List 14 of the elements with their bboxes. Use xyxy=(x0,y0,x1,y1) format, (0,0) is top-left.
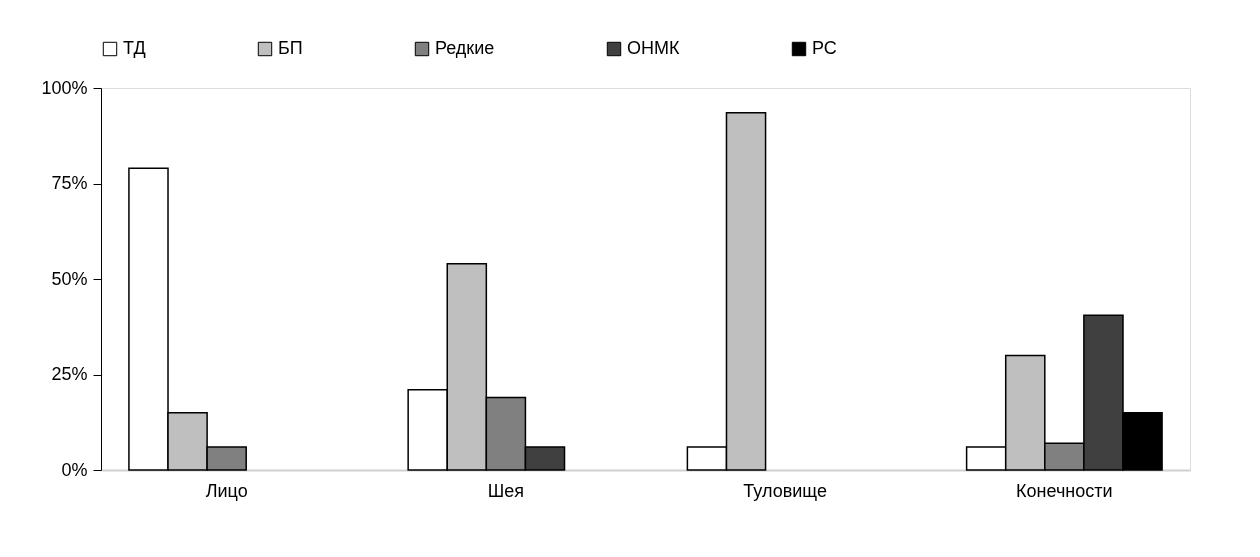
x-tick-label: Туловище xyxy=(743,480,827,501)
legend-label: РС xyxy=(812,38,837,58)
legend-label: ОНМК xyxy=(627,38,680,58)
y-tick-label: 0% xyxy=(61,459,88,480)
legend-label: ТД xyxy=(123,38,146,58)
y-tick-label: 100% xyxy=(41,77,88,98)
legend-label: Редкие xyxy=(435,38,495,58)
y-tick-label: 25% xyxy=(51,364,88,384)
legend-label: БП xyxy=(278,38,303,58)
x-tick-label: Шея xyxy=(487,480,525,501)
x-tick-label: Конечности xyxy=(1016,480,1113,501)
y-tick-label: 50% xyxy=(51,268,88,289)
x-tick-label: Лицо xyxy=(205,480,248,501)
y-tick-label: 75% xyxy=(51,173,88,193)
